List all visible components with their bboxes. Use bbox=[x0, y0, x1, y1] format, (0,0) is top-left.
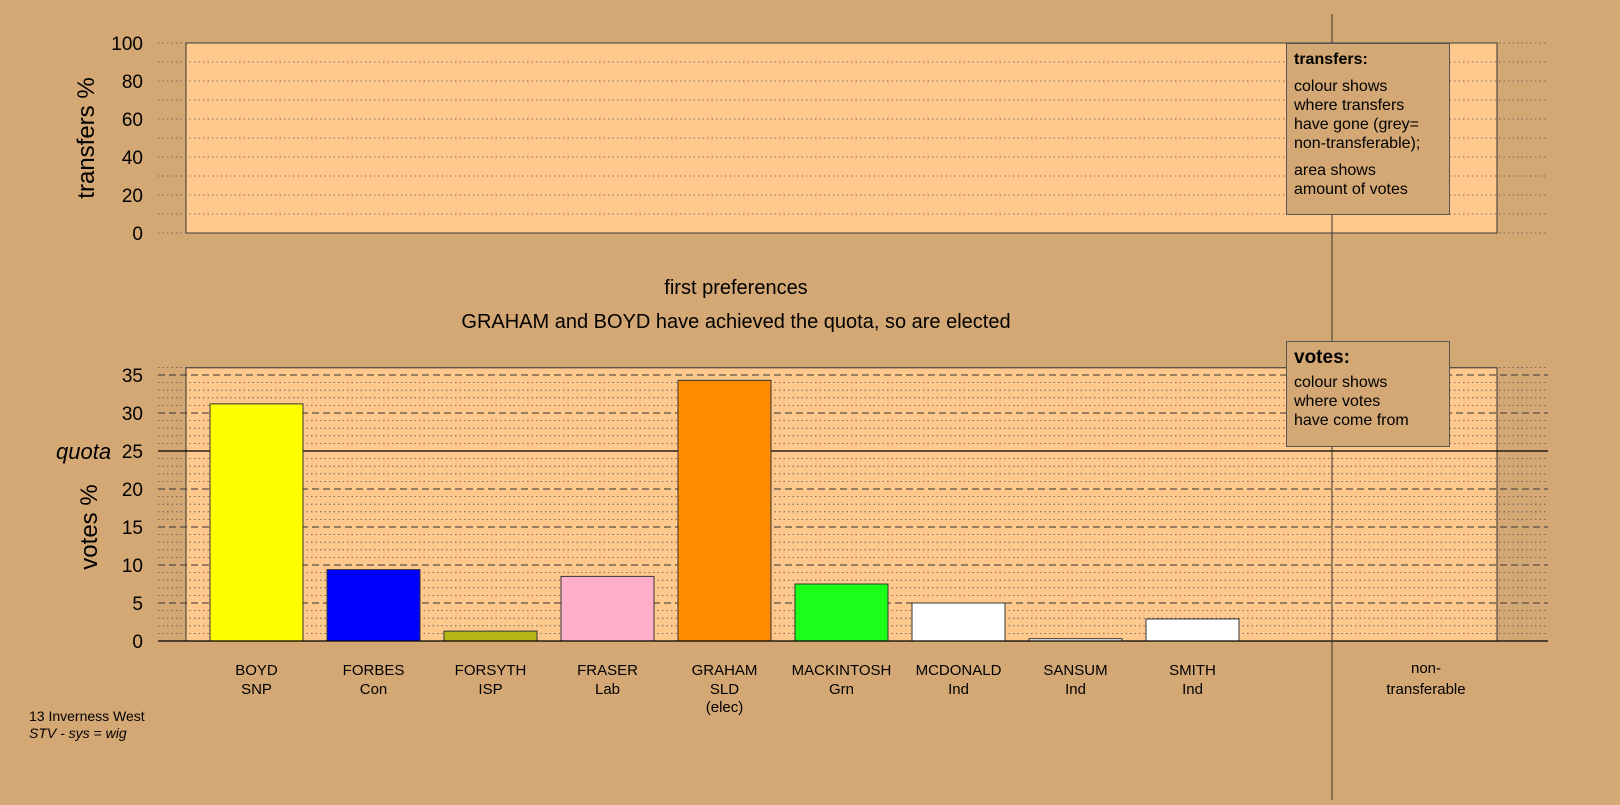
transfers-legend-text-1: colour shows where transfers have gone (… bbox=[1294, 77, 1442, 153]
candidate-name-label: FORSYTH bbox=[455, 662, 527, 679]
transfers-y-axis-label: transfers % bbox=[73, 77, 100, 198]
legend-line: colour shows bbox=[1294, 78, 1388, 95]
legend-line: where votes bbox=[1294, 393, 1381, 410]
bar-smith bbox=[1145, 618, 1240, 642]
votes-y-tick-label: 25 bbox=[122, 442, 143, 463]
transfers-legend: transfers: colour shows where transfers … bbox=[1286, 43, 1450, 215]
votes-y-tick-label: 30 bbox=[122, 404, 143, 425]
transfers-y-tick-label: 60 bbox=[122, 110, 143, 131]
non-transferable-label: non- bbox=[1411, 660, 1441, 677]
legend-line: have come from bbox=[1294, 412, 1409, 429]
candidate-name-label: BOYD bbox=[235, 662, 278, 679]
transfers-legend-text-2: area shows amount of votes bbox=[1294, 161, 1442, 199]
votes-legend-title: votes: bbox=[1294, 347, 1350, 368]
legend-line: area shows bbox=[1294, 162, 1376, 179]
candidate-party-label: Con bbox=[360, 681, 388, 698]
votes-y-tick-label: 15 bbox=[122, 518, 143, 539]
votes-y-tick-label: 20 bbox=[122, 480, 143, 501]
bar-mackintosh bbox=[794, 583, 889, 642]
candidate-party-label: SLD bbox=[710, 681, 739, 698]
transfers-y-tick-label: 0 bbox=[132, 224, 143, 245]
votes-panel: quota 0 5 10 15 20 25 30 35 votes % BOYD SNP FORBES C… bbox=[56, 366, 1548, 716]
candidate-status-label: (elec) bbox=[706, 699, 744, 716]
non-transferable-label: transferable bbox=[1386, 681, 1465, 698]
candidate-party-label: Ind bbox=[1065, 681, 1086, 698]
transfers-y-tick-label: 20 bbox=[122, 186, 143, 207]
transfers-y-tick-label: 80 bbox=[122, 72, 143, 93]
bar-graham bbox=[677, 379, 772, 642]
candidate-name-label: FRASER bbox=[577, 662, 638, 679]
bar-mcdonald bbox=[911, 602, 1006, 642]
chart-subtitle: GRAHAM and BOYD have achieved the quota,… bbox=[461, 311, 1010, 333]
legend-line: non-transferable); bbox=[1294, 135, 1421, 152]
candidate-party-label: ISP bbox=[478, 681, 502, 698]
quota-label: quota bbox=[56, 439, 111, 464]
candidate-name-label: MACKINTOSH bbox=[792, 662, 892, 679]
bar-boyd bbox=[209, 403, 304, 642]
bar-forbes bbox=[326, 569, 421, 642]
votes-y-axis-label: votes % bbox=[76, 484, 103, 569]
transfers-y-tick-label: 100 bbox=[111, 34, 143, 55]
votes-y-tick-label: 0 bbox=[132, 632, 143, 653]
chart-title: first preferences bbox=[664, 277, 807, 299]
transfers-legend-title: transfers: bbox=[1294, 51, 1368, 68]
candidate-name-label: SANSUM bbox=[1043, 662, 1107, 679]
candidate-name-label: SMITH bbox=[1169, 662, 1216, 679]
transfers-y-tick-label: 40 bbox=[122, 148, 143, 169]
ward-name: 13 Inverness West bbox=[29, 708, 145, 724]
candidate-name-label: MCDONALD bbox=[916, 662, 1002, 679]
candidate-party-label: Grn bbox=[829, 681, 854, 698]
candidate-party-label: Ind bbox=[1182, 681, 1203, 698]
candidate-name-label: GRAHAM bbox=[692, 662, 758, 679]
legend-line: have gone (grey= bbox=[1294, 116, 1419, 133]
bar-forsyth bbox=[443, 630, 538, 642]
candidate-party-label: SNP bbox=[241, 681, 272, 698]
votes-y-tick-label: 10 bbox=[122, 556, 143, 577]
legend-line: where transfers bbox=[1294, 97, 1405, 114]
legend-line: colour shows bbox=[1294, 374, 1388, 391]
votes-legend-text: colour shows where votes have come from bbox=[1294, 373, 1442, 430]
candidate-party-label: Lab bbox=[595, 681, 620, 698]
transfers-panel: 0 20 40 60 80 100 transfers % bbox=[73, 34, 1548, 245]
votes-legend: votes: colour shows where votes have com… bbox=[1286, 341, 1450, 447]
legend-line: amount of votes bbox=[1294, 181, 1408, 198]
bar-fraser bbox=[560, 575, 655, 642]
votes-y-tick-label: 35 bbox=[122, 366, 143, 387]
votes-y-tick-label: 5 bbox=[132, 594, 143, 615]
candidate-party-label: Ind bbox=[948, 681, 969, 698]
candidate-name-label: FORBES bbox=[343, 662, 405, 679]
voting-system: STV - sys = wig bbox=[29, 725, 127, 741]
